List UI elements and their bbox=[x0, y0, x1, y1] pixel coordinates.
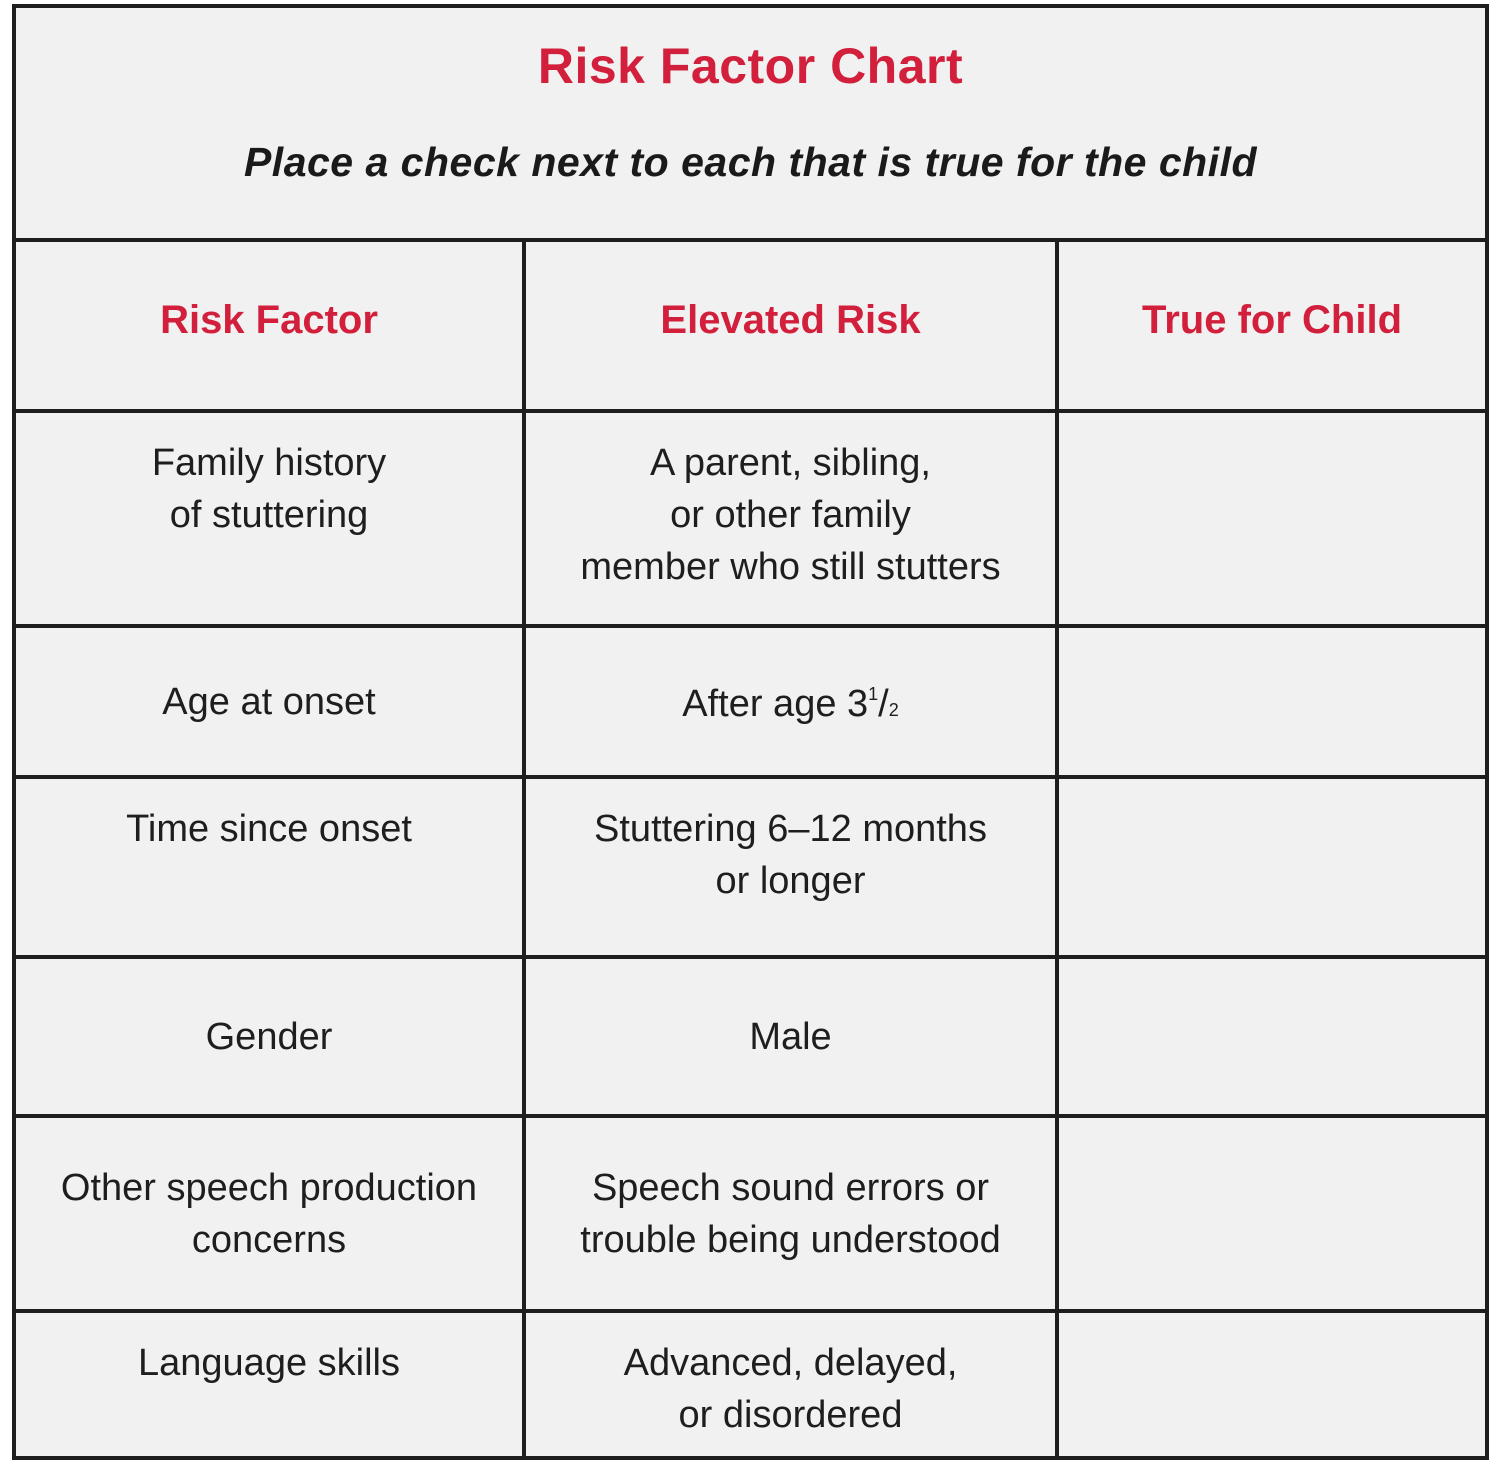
table-row: Other speech production concerns Speech … bbox=[16, 1114, 1485, 1313]
risk-factor-cell: Other speech production concerns bbox=[16, 1114, 526, 1313]
risk-factor-cell: Time since onset bbox=[16, 775, 526, 959]
table-row: Family history of stuttering A parent, s… bbox=[16, 409, 1485, 628]
elevated-risk-cell: Advanced, delayed, or disordered bbox=[522, 1309, 1059, 1456]
chart-title: Risk Factor Chart bbox=[537, 38, 964, 94]
elevated-risk-cell: After age 31/2 bbox=[522, 624, 1059, 779]
fraction-denominator: 2 bbox=[888, 699, 899, 720]
title-block: Risk Factor Chart Place a check next to … bbox=[16, 8, 1485, 242]
table-row: Gender Male bbox=[16, 955, 1485, 1118]
check-cell[interactable] bbox=[1055, 624, 1485, 779]
elevated-risk-cell: A parent, sibling, or other family membe… bbox=[522, 409, 1059, 628]
check-cell[interactable] bbox=[1055, 1114, 1485, 1313]
header-row: Risk Factor Elevated Risk True for Child bbox=[16, 242, 1485, 413]
check-cell[interactable] bbox=[1055, 409, 1485, 628]
risk-factor-cell: Gender bbox=[16, 955, 526, 1118]
check-cell[interactable] bbox=[1055, 775, 1485, 959]
risk-factor-chart: Risk Factor Chart Place a check next to … bbox=[12, 4, 1489, 1460]
elevated-risk-cell: Stuttering 6–12 months or longer bbox=[522, 775, 1059, 959]
risk-factor-cell: Family history of stuttering bbox=[16, 409, 526, 628]
risk-factor-table: Risk Factor Elevated Risk True for Child… bbox=[16, 242, 1485, 1456]
elevated-risk-cell: Male bbox=[522, 955, 1059, 1118]
risk-factor-cell: Language skills bbox=[16, 1309, 526, 1456]
column-header-true-for-child: True for Child bbox=[1055, 242, 1485, 413]
fraction-numerator: 1 bbox=[868, 683, 879, 704]
table-row: Language skills Advanced, delayed, or di… bbox=[16, 1309, 1485, 1456]
chart-instructions: Place a check next to each that is true … bbox=[243, 139, 1258, 185]
table-row: Time since onset Stuttering 6–12 months … bbox=[16, 775, 1485, 959]
fraction-slash: / bbox=[878, 682, 889, 725]
elevated-risk-cell: Speech sound errors or trouble being und… bbox=[522, 1114, 1059, 1313]
risk-factor-cell: Age at onset bbox=[16, 624, 526, 779]
check-cell[interactable] bbox=[1055, 955, 1485, 1118]
check-cell[interactable] bbox=[1055, 1309, 1485, 1456]
column-header-elevated-risk: Elevated Risk bbox=[522, 242, 1059, 413]
column-header-risk-factor: Risk Factor bbox=[16, 242, 526, 413]
table-row: Age at onset After age 31/2 bbox=[16, 624, 1485, 779]
